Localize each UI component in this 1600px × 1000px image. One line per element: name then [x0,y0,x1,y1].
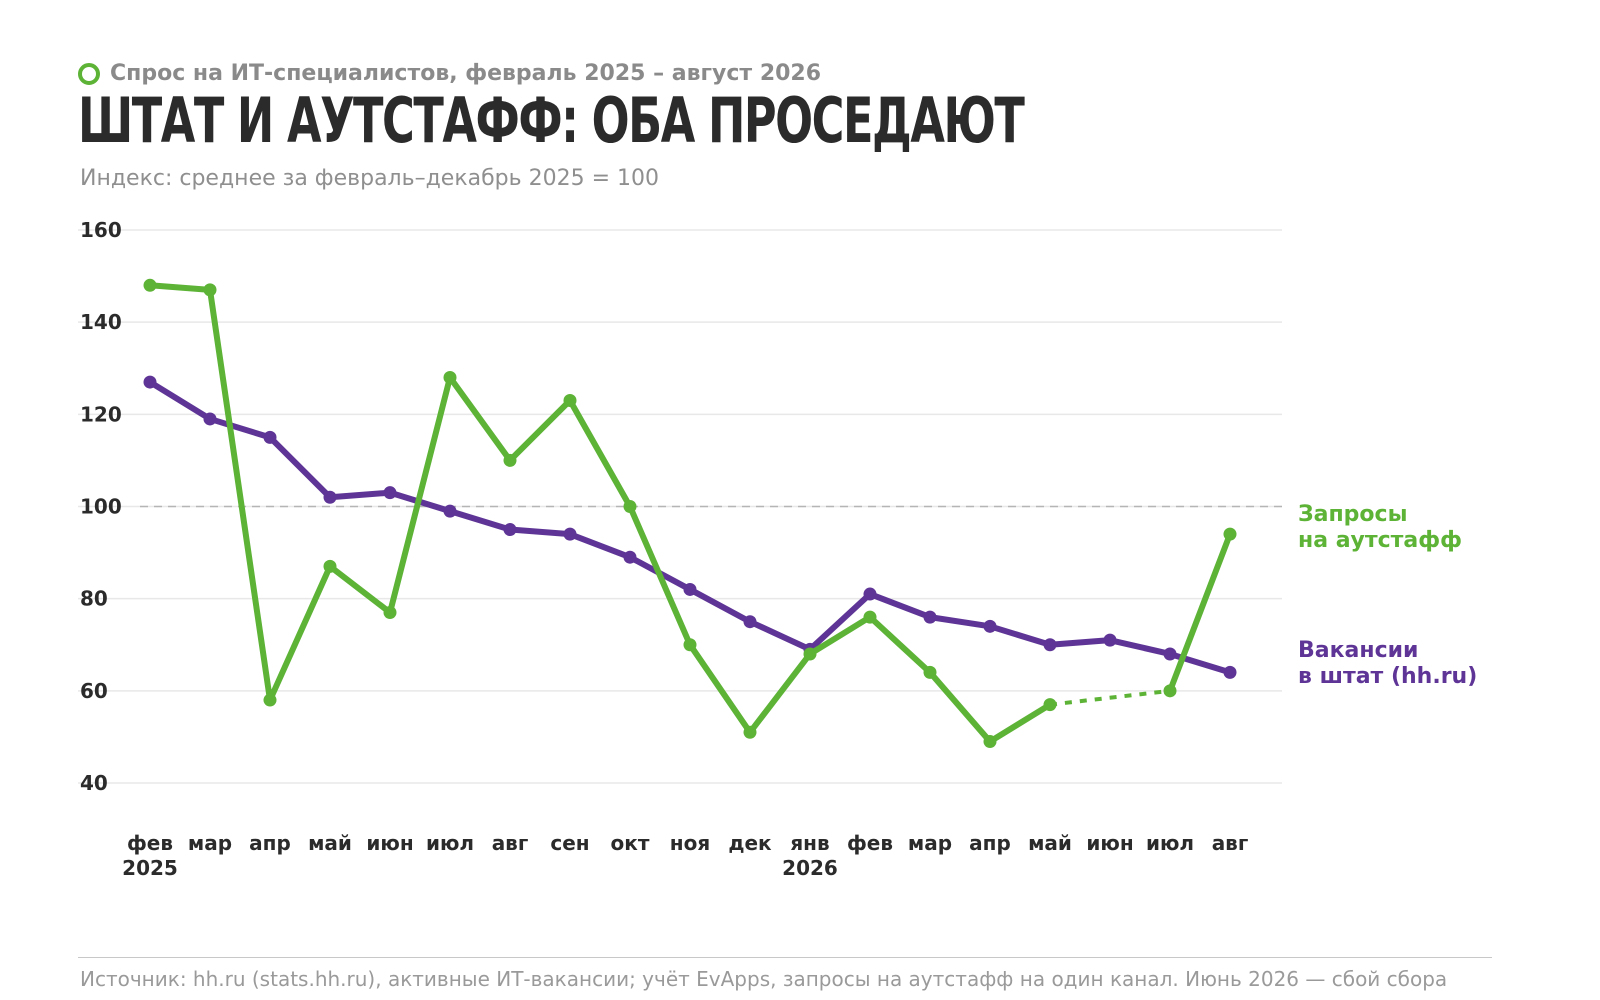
y-tick-label: 80 [80,587,108,611]
x-tick-label: апр [249,831,291,855]
source-note: Источник: hh.ru (stats.hh.ru), активные … [80,967,1448,991]
data-point [1223,665,1237,679]
data-point [443,370,457,384]
kicker-text: Спрос на ИТ-специалистов, февраль 2025 –… [110,61,822,86]
data-point [203,412,217,426]
data-point [443,504,457,518]
data-point [983,619,997,633]
x-tick-label: июл [1146,831,1194,855]
x-tick-label: фев [127,831,173,855]
series-staff [143,375,1237,679]
x-tick-label: июн [366,831,413,855]
x-tick-label: авг [492,831,529,855]
series-line [147,282,1053,745]
data-point [623,550,637,564]
x-year-label: 2025 [122,856,178,880]
data-point [923,665,937,679]
y-tick-label: 100 [80,495,122,519]
x-tick-label: янв [790,831,829,855]
data-point [923,610,937,624]
data-point [1043,638,1057,652]
data-point [863,610,877,624]
data-point [983,735,997,749]
data-point [503,523,517,537]
data-point [203,283,217,297]
x-axis: фев мар апр май июн июл авг сен окт ноя дек янв фев м… [122,831,1248,880]
data-point [1223,527,1237,541]
x-tick-label: июн [1086,831,1133,855]
y-tick-label: 160 [80,218,122,242]
series-line [1167,531,1233,694]
x-tick-label: ноя [670,831,710,855]
x-tick-label: май [308,831,352,855]
x-tick-label: апр [969,831,1011,855]
chart-subtitle: Индекс: среднее за февраль–декабрь 2025 … [80,166,659,191]
series-gap-line [1049,688,1171,707]
data-point [1163,647,1177,661]
footer-divider [78,957,1492,958]
data-point [383,605,397,619]
series-outstaff [143,278,1237,749]
data-point [563,527,577,541]
data-point [143,375,157,389]
circle-icon [78,62,100,85]
data-point [743,725,757,739]
data-point [1043,698,1057,712]
kicker: Спрос на ИТ-специалистов, февраль 2025 –… [78,61,821,86]
x-tick-label: фев [847,831,893,855]
data-point [743,615,757,629]
x-tick-label: мар [188,831,232,855]
data-point [563,394,577,408]
data-point [143,278,157,292]
data-point [263,693,277,707]
data-point [323,559,337,573]
y-tick-label: 140 [80,310,122,334]
data-point [863,587,877,601]
series-label: Запросы [1298,502,1407,527]
series [143,278,1237,749]
data-point [1103,633,1117,647]
x-tick-label: май [1028,831,1072,855]
series-label: на аутстафф [1298,528,1462,553]
chart-title: Штат и аутстафф: оба проседают [78,84,1025,157]
series-line [147,379,1233,676]
data-point [263,430,277,444]
x-tick-label: дек [728,831,772,855]
y-tick-label: 120 [80,402,122,426]
series-label: Вакансии [1298,638,1418,663]
x-tick-label: мар [908,831,952,855]
y-axis: 40 60 80 100 120 140 160 [80,218,122,795]
data-point [803,647,817,661]
data-point [383,486,397,500]
data-point [683,582,697,596]
data-point [683,638,697,652]
grid-lines [78,229,1282,784]
x-tick-label: сен [550,831,589,855]
data-point [623,500,637,513]
x-tick-label: окт [611,831,650,855]
data-point [1163,684,1177,698]
data-point [503,453,517,467]
x-tick-label: авг [1212,831,1249,855]
x-tick-label: июл [426,831,474,855]
y-tick-label: 60 [80,679,108,703]
y-tick-label: 40 [80,771,108,795]
series-label: в штат (hh.ru) [1298,664,1477,689]
data-point [323,490,337,504]
x-year-label: 2026 [782,856,838,880]
